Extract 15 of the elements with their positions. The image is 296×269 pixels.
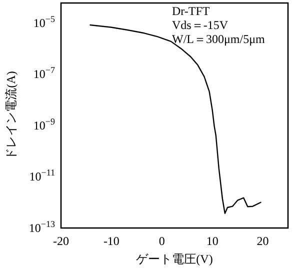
y-tick-label: 10$^{−7}$ [33, 65, 56, 82]
y-tick-label: 10$^{−13}$ [28, 219, 56, 235]
x-tick-label: 0 [158, 234, 165, 248]
y-tick-label: 10$^{−11}$ [29, 168, 55, 184]
x-tick-label: 20 [256, 234, 269, 248]
y-tick-label: 10$^{−9}$ [33, 116, 56, 132]
y-tick-label: 10$^{−5}$ [33, 14, 56, 30]
x-tick-label: -10 [103, 234, 120, 248]
x-axis-title: ゲート電圧(V) [136, 252, 213, 266]
x-tick-label: 10 [206, 234, 218, 248]
x-tick-label: -20 [53, 234, 69, 248]
y-axis-title: ドレイン電流(A) [4, 71, 18, 160]
annotation: Vds＝-15V [172, 18, 228, 32]
annotation: W/L＝300μm/5μm [172, 32, 266, 46]
annotation: Dr-TFT [172, 4, 210, 18]
